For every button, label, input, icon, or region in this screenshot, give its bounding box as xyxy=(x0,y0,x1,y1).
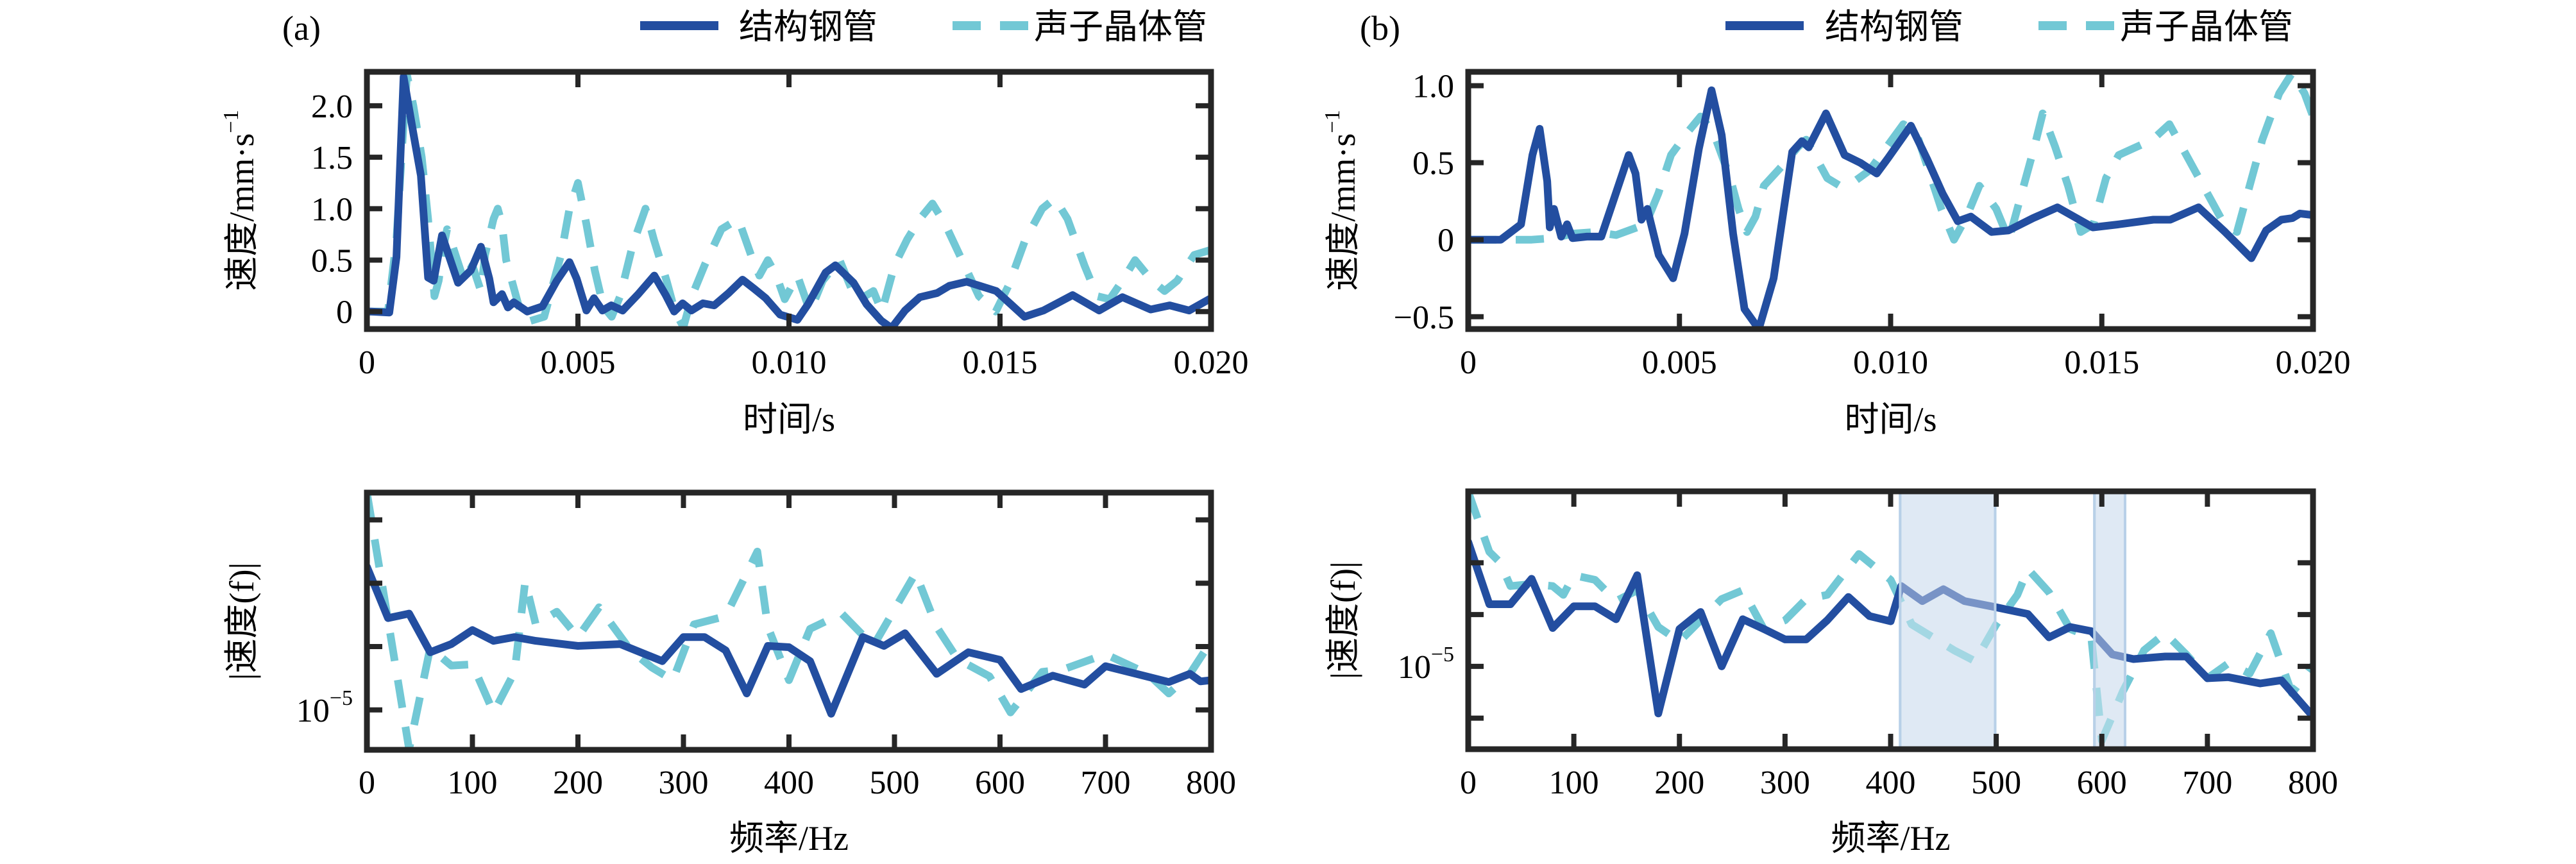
y-axis-label-exponent: −1 xyxy=(219,110,243,133)
x-tick-label: 800 xyxy=(1186,765,1236,801)
panel-label-b: (b) xyxy=(1360,9,1400,47)
y-tick-label: 0.5 xyxy=(311,243,353,280)
series-line-structural-steel-pipe xyxy=(1468,86,2313,329)
y-axis-label: |速度(f)| xyxy=(1324,561,1362,679)
plot-b-frequency-domain: 0 100 200 300 400 500 600 700 800 10−5 频率/Hz |速度(f)… xyxy=(1324,488,2338,858)
legend-b: 结构钢管 声子晶体管 xyxy=(1725,6,2293,47)
y-tick-label: 1.0 xyxy=(1412,69,1454,105)
series-group xyxy=(367,72,1211,329)
x-tick-label: 0 xyxy=(1460,344,1477,381)
x-tick-label: 0.015 xyxy=(963,344,1038,381)
y-tick-label: 2.0 xyxy=(311,89,353,125)
x-tick-label: 700 xyxy=(1081,765,1131,801)
plot-b-time-domain: 0 0.005 0.010 0.015 0.020−0.500.51.0时间/s速度/m… xyxy=(1321,69,2351,439)
y-tick-label-exponent: −5 xyxy=(1431,643,1454,666)
y-axis-label-exponent: −1 xyxy=(1321,110,1344,133)
x-tick-label: 0.005 xyxy=(541,344,616,381)
x-tick-label: 600 xyxy=(2077,765,2127,801)
x-axis-label: 时间/s xyxy=(743,400,835,439)
series-line-structural-steel-pipe xyxy=(1468,538,2313,721)
legend-a-structural-label: 结构钢管 xyxy=(739,6,877,47)
y-axis-label-text: 速度/mm·s xyxy=(223,133,261,291)
x-tick-label: 0 xyxy=(1460,765,1477,801)
series-group xyxy=(1468,72,2313,329)
x-tick-label: 500 xyxy=(870,765,920,801)
x-tick-label: 400 xyxy=(764,765,814,801)
y-tick-label: 0.5 xyxy=(1412,146,1454,182)
y-tick-label: 1.0 xyxy=(311,191,353,228)
y-tick-label: 0 xyxy=(336,294,353,331)
plot-a-frequency-domain: 0 100 200 300 400 500 600 700 800 10−5 频率/Hz |速度(f)… xyxy=(223,489,1236,858)
legend-a-phononic-label: 声子晶体管 xyxy=(1034,6,1207,47)
x-tick-label: 0 xyxy=(359,765,375,801)
x-tick-label: 800 xyxy=(2288,765,2338,801)
axes-frame xyxy=(1465,69,2316,332)
highlight-band-overlay-1 xyxy=(2093,490,2126,750)
x-axis-label: 频率/Hz xyxy=(729,819,849,858)
y-tick-label: 10−5 xyxy=(296,686,353,729)
series-group xyxy=(367,493,1211,750)
x-tick-label: 0.010 xyxy=(752,344,827,381)
y-axis-label-text: |速度(f)| xyxy=(223,563,261,681)
y-tick-label: 1.5 xyxy=(311,140,353,176)
series-line-phononic-crystal-pipe xyxy=(1468,491,2313,745)
y-axis-label: |速度(f)| xyxy=(223,563,261,681)
x-tick-label: 0.005 xyxy=(1642,344,1717,381)
x-tick-label: 500 xyxy=(1971,765,2021,801)
y-axis-label: 速度/mm·s−1 xyxy=(1321,110,1362,291)
x-tick-label: 100 xyxy=(448,765,498,801)
y-tick-label: −0.5 xyxy=(1394,300,1454,336)
series-line-structural-steel-pipe xyxy=(367,563,1211,718)
plot-a-time-domain: 0 0.005 0.010 0.015 0.020 0 0.5 1.0 1.5 2.0 时间/s 速度… xyxy=(219,69,1249,439)
y-axis-label-text: 速度/mm·s xyxy=(1324,133,1362,291)
x-axis-label: 频率/Hz xyxy=(1831,819,1951,858)
series-line-phononic-crystal-pipe xyxy=(367,493,1211,750)
y-tick-label: 0 xyxy=(1437,223,1454,259)
x-tick-label: 700 xyxy=(2182,765,2232,801)
x-tick-label: 300 xyxy=(659,765,709,801)
highlight-band-overlay-0 xyxy=(1899,490,1997,750)
x-tick-label: 0.015 xyxy=(2064,344,2139,381)
x-tick-label: 200 xyxy=(553,765,603,801)
x-axis-label: 时间/s xyxy=(1844,400,1936,439)
legend-b-structural-label: 结构钢管 xyxy=(1825,6,1963,47)
y-tick-label-base: 10 xyxy=(296,693,330,729)
y-tick-label-exponent: −5 xyxy=(330,686,353,710)
x-tick-label: 200 xyxy=(1654,765,1704,801)
x-tick-label: 0.020 xyxy=(1174,344,1249,381)
x-tick-label: 300 xyxy=(1760,765,1810,801)
x-tick-label: 100 xyxy=(1549,765,1599,801)
series-line-structural-steel-pipe xyxy=(367,73,1211,329)
legend-b-phononic-label: 声子晶体管 xyxy=(2120,6,2293,47)
x-tick-label: 400 xyxy=(1866,765,1916,801)
x-tick-label: 600 xyxy=(975,765,1025,801)
y-tick-label-base: 10 xyxy=(1398,649,1431,686)
x-tick-label: 0 xyxy=(359,344,375,381)
x-tick-label: 0.010 xyxy=(1853,344,1928,381)
axes-frame xyxy=(364,489,1214,753)
x-tick-label: 0.020 xyxy=(2276,344,2351,381)
legend-a: 结构钢管 声子晶体管 xyxy=(640,6,1207,47)
y-axis-label-text: |速度(f)| xyxy=(1324,561,1362,679)
panel-label-a: (a) xyxy=(282,9,321,47)
series-group xyxy=(1468,491,2313,745)
y-tick-label: 10−5 xyxy=(1398,643,1454,686)
y-axis-label: 速度/mm·s−1 xyxy=(219,110,261,291)
